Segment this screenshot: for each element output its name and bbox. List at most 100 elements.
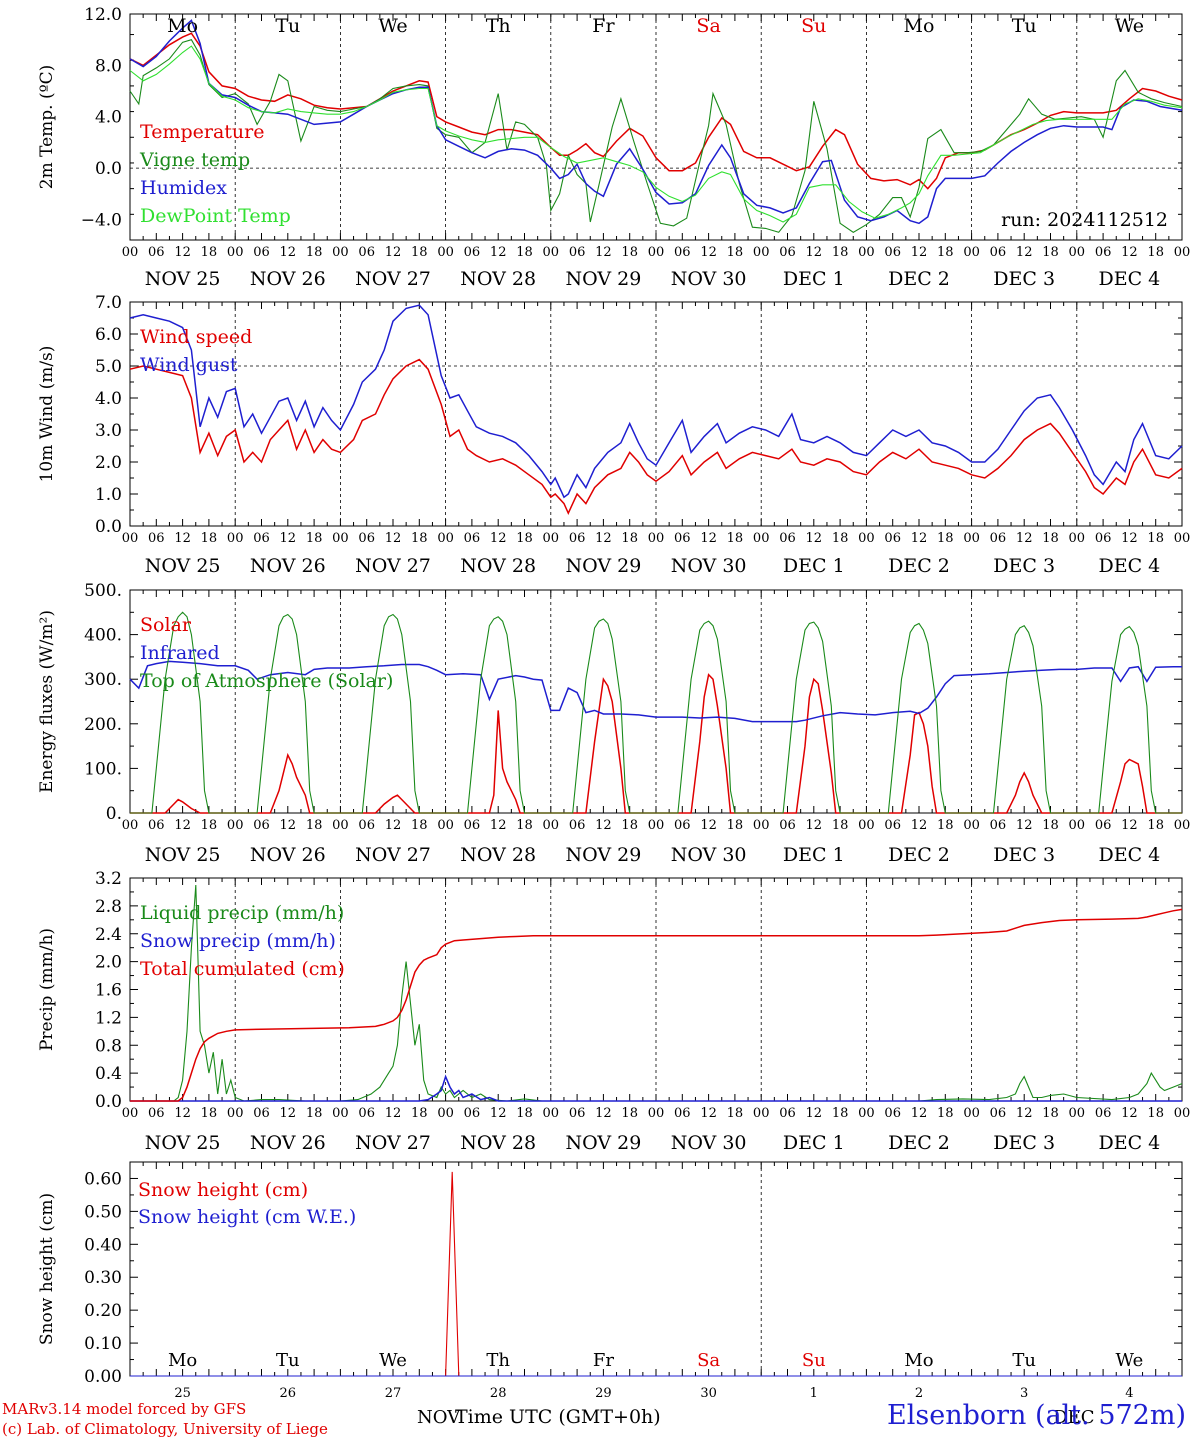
series-line-total-cumulated-cm-: [130, 908, 1183, 1102]
y-tick-label: 0.20: [84, 1301, 122, 1321]
hour-tick-label: 00: [1174, 1106, 1191, 1121]
y-tick-label: 0.0: [95, 517, 122, 537]
date-label: NOV 29: [565, 555, 641, 577]
y-axis-label: Energy fluxes (W/m²): [37, 610, 57, 793]
hour-tick-label: 12: [700, 245, 717, 260]
series-line-wind-gust: [129, 304, 1183, 499]
hour-tick-label: 12: [280, 245, 297, 260]
legend-entry: DewPoint Temp: [140, 205, 291, 227]
day-number: 2: [915, 1386, 923, 1401]
model-credit: MARv3.14 model forced by GFS: [2, 1400, 247, 1418]
y-tick-label: 2.0: [95, 453, 122, 473]
hour-tick-label: 00: [227, 531, 244, 546]
date-label: DEC 2: [888, 555, 950, 577]
y-tick-label: 200.: [84, 715, 122, 735]
hour-tick-label: 00: [1069, 818, 1086, 833]
date-label: DEC 4: [1099, 268, 1161, 290]
y-axis-label: 2m Temp. (ºC): [37, 65, 57, 190]
hour-tick-label: 00: [963, 531, 980, 546]
date-label: DEC 4: [1099, 1132, 1161, 1154]
hour-tick-label: 06: [674, 531, 691, 546]
series-line-dewpoint-temp: [129, 45, 1183, 223]
day-number: 3: [1020, 1386, 1028, 1401]
date-label: NOV 26: [250, 555, 326, 577]
hour-tick-label: 18: [201, 1106, 218, 1121]
hour-tick-label: 06: [779, 531, 796, 546]
day-number: 29: [595, 1386, 612, 1401]
weekday-label: Tu: [1012, 15, 1037, 37]
hour-tick-label: 06: [148, 245, 165, 260]
weekday-label: Tu: [1012, 1350, 1036, 1371]
hour-tick-label: 12: [1121, 1106, 1138, 1121]
hour-tick-label: 00: [543, 1106, 560, 1121]
legend-entry: Solar: [140, 614, 192, 636]
series-line-snow-height-cm-: [130, 1171, 1182, 1377]
series-line-wind-speed: [129, 358, 1183, 516]
hour-tick-label: 12: [1121, 818, 1138, 833]
hour-tick-label: 06: [358, 818, 375, 833]
hour-tick-label: 00: [963, 245, 980, 260]
hour-tick-label: 06: [569, 245, 586, 260]
y-tick-label: 100.: [84, 759, 122, 779]
legend-entry: Humidex: [140, 177, 227, 199]
hour-tick-label: 06: [148, 531, 165, 546]
hour-tick-label: 18: [621, 245, 638, 260]
hour-tick-label: 12: [385, 245, 402, 260]
hour-tick-label: 00: [437, 818, 454, 833]
hour-tick-label: 18: [411, 818, 428, 833]
day-number: 25: [174, 1386, 191, 1401]
hour-tick-label: 18: [411, 1106, 428, 1121]
hour-tick-label: 12: [174, 1106, 191, 1121]
hour-tick-label: 18: [1042, 818, 1059, 833]
hour-tick-label: 06: [884, 1106, 901, 1121]
y-tick-label: 0.8: [95, 1036, 122, 1056]
panel-4: 0.0 0.4 0.8 1.2 1.6 2.0 2.4 2.8 3.2 Precip (mm/h)…: [37, 869, 1190, 1154]
series-line-snow-precip-mm-h-: [130, 1074, 1182, 1102]
hour-tick-label: 18: [306, 818, 323, 833]
y-tick-label: 12.0: [84, 5, 122, 25]
hour-tick-label: 12: [700, 818, 717, 833]
hour-tick-label: 06: [1095, 245, 1112, 260]
date-label: DEC 2: [888, 1132, 950, 1154]
weekday-label: Su: [801, 15, 826, 37]
hour-tick-label: 12: [385, 1106, 402, 1121]
date-label: NOV 28: [460, 844, 536, 866]
y-tick-label: 0.30: [84, 1268, 122, 1288]
legend-entry: Temperature: [140, 121, 264, 143]
y-axis-label: Snow height (cm): [37, 1193, 57, 1345]
date-label: NOV 25: [145, 1132, 221, 1154]
hour-tick-label: 12: [490, 818, 507, 833]
hour-tick-label: 00: [858, 818, 875, 833]
month-label: DEC: [1053, 1407, 1094, 1428]
weekday-label: Fr: [593, 1350, 614, 1371]
day-number: 28: [490, 1386, 507, 1401]
y-axis-label: 10m Wind (m/s): [37, 346, 57, 483]
y-tick-label: 4.0: [95, 389, 122, 409]
legend-entry: Top of Atmosphere (Solar): [140, 670, 393, 692]
date-label: DEC 1: [783, 844, 845, 866]
hour-tick-label: 00: [1174, 245, 1191, 260]
date-label: DEC 4: [1099, 555, 1161, 577]
legend-entry: Vigne temp: [139, 149, 250, 171]
hour-tick-label: 12: [595, 245, 612, 260]
y-tick-label: 2.8: [95, 897, 122, 917]
hour-tick-label: 06: [569, 531, 586, 546]
y-tick-label: 0.4: [95, 1064, 122, 1084]
weekday-label: We: [378, 15, 407, 37]
hour-tick-label: 00: [648, 531, 665, 546]
hour-tick-label: 06: [1095, 1106, 1112, 1121]
weekday-label: Mo: [168, 1350, 197, 1371]
hour-tick-label: 00: [1174, 531, 1191, 546]
hour-tick-label: 06: [884, 818, 901, 833]
date-label: DEC 3: [993, 1132, 1055, 1154]
weekday-label: Mo: [904, 1350, 933, 1371]
weekday-label: We: [1115, 15, 1144, 37]
hour-tick-label: 12: [911, 531, 928, 546]
y-tick-label: 5.0: [95, 357, 122, 377]
weekday-label: We: [1116, 1350, 1144, 1371]
hour-tick-label: 00: [122, 1106, 139, 1121]
date-label: NOV 26: [250, 268, 326, 290]
legend-entry: Wind speed: [140, 326, 252, 348]
legend-entry: Liquid precip (mm/h): [140, 902, 344, 924]
hour-tick-label: 06: [990, 245, 1007, 260]
